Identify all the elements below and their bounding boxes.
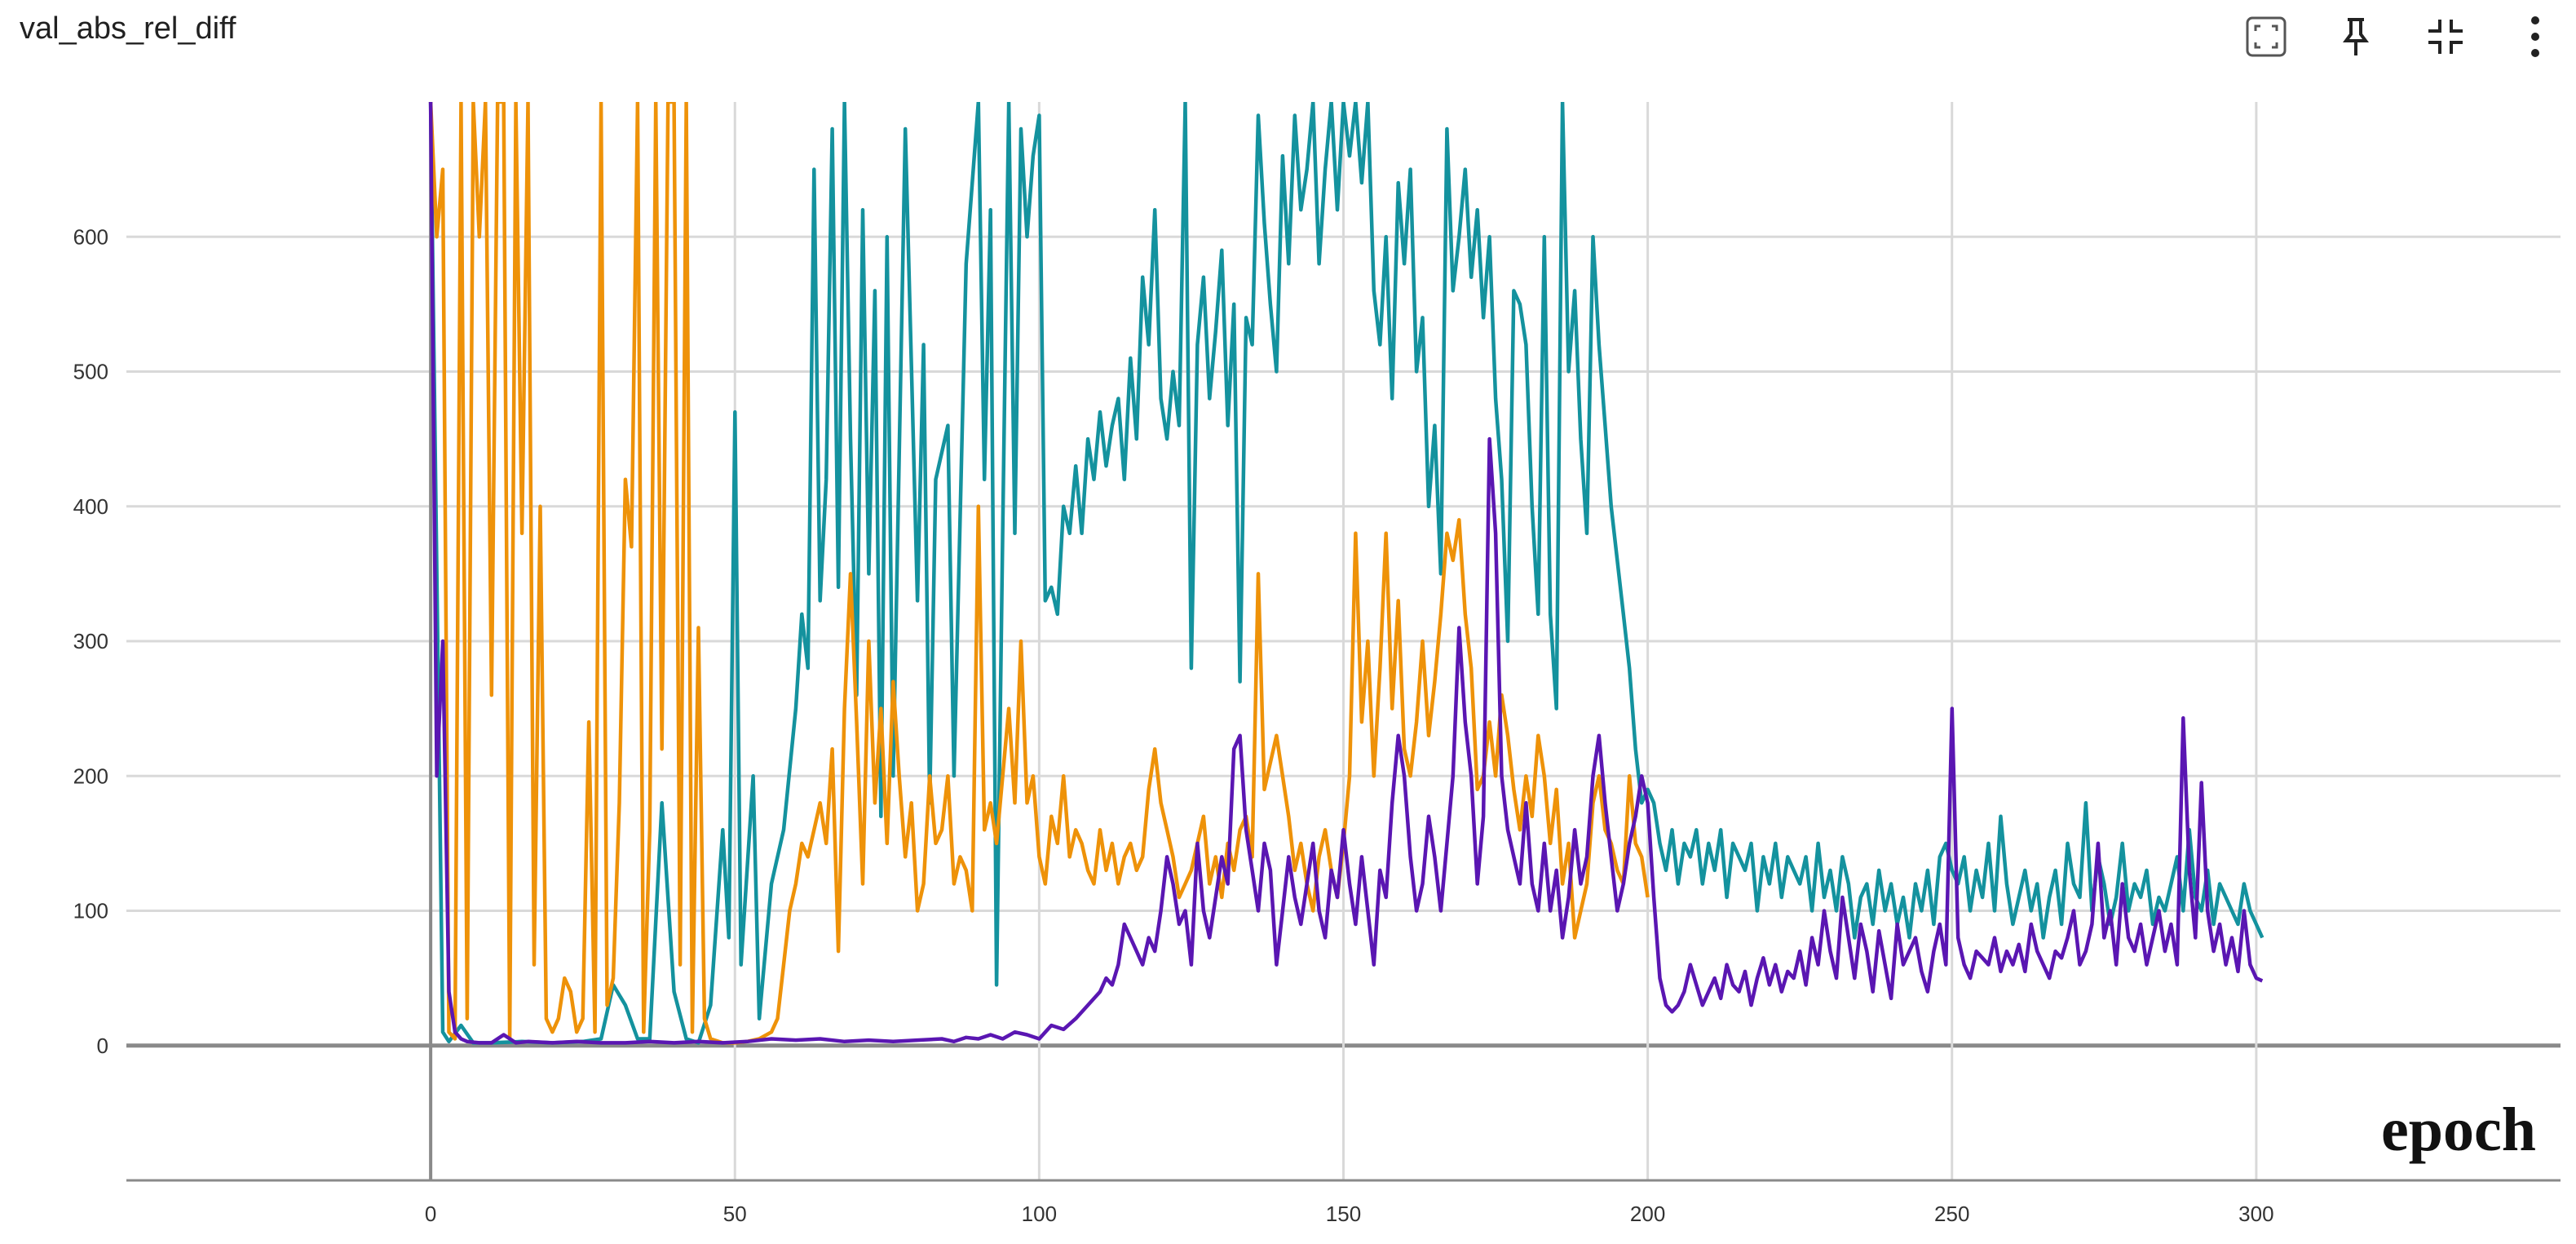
- series-layer: [428, 102, 2264, 1045]
- more-vert-icon: [2531, 16, 2539, 57]
- series-line-3: [428, 102, 2264, 1045]
- y-tick-label: 100: [73, 899, 108, 923]
- x-tick-label: 100: [1022, 1202, 1057, 1226]
- y-tick-label: 500: [73, 360, 108, 384]
- pin-button[interactable]: [2331, 8, 2380, 65]
- x-tick-label: 0: [425, 1202, 436, 1226]
- x-tick-label: 250: [1934, 1202, 1969, 1226]
- y-tick-label: 0: [97, 1034, 108, 1058]
- more-options-button[interactable]: [2511, 8, 2560, 65]
- y-tick-label: 200: [73, 764, 108, 788]
- tick-label-layer: 0 100 200 300 400 500 600 0 50 100 150 200 250 300: [73, 224, 2274, 1226]
- x-axis-label: epoch: [2381, 1096, 2536, 1164]
- collapse-icon: [2428, 20, 2463, 54]
- collapse-button[interactable]: [2421, 8, 2470, 65]
- fit-domain-button[interactable]: [2242, 8, 2291, 65]
- y-tick-label: 300: [73, 629, 108, 653]
- x-tick-label: 150: [1326, 1202, 1361, 1226]
- x-tick-label: 200: [1630, 1202, 1665, 1226]
- chart-title: val_abs_rel_diff: [20, 11, 236, 46]
- card-header: val_abs_rel_diff: [0, 0, 2576, 82]
- pin-icon: [2343, 18, 2369, 55]
- x-tick-label: 300: [2238, 1202, 2273, 1226]
- x-tick-label: 50: [723, 1202, 747, 1226]
- series-line-2: [428, 102, 1650, 1045]
- fit-domain-icon: [2246, 16, 2287, 57]
- y-tick-label: 400: [73, 494, 108, 519]
- chart-toolbar: [2242, 8, 2560, 65]
- series-line-1: [428, 102, 2264, 1045]
- y-tick-label: 600: [73, 224, 108, 249]
